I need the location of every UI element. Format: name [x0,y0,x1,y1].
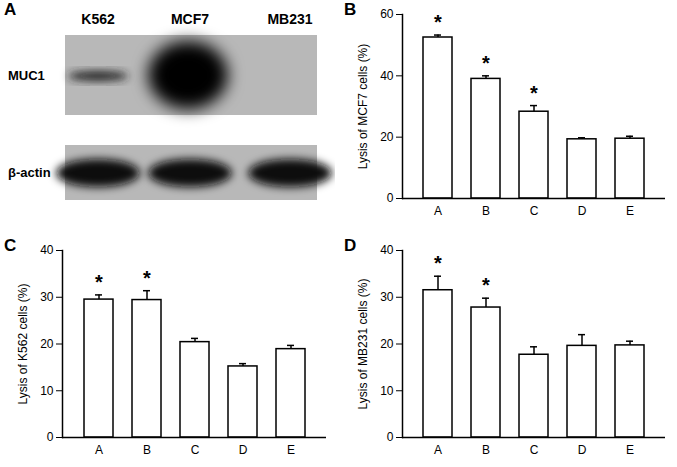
svg-text:*: * [434,252,442,274]
svg-text:β-actin: β-actin [8,165,51,180]
svg-text:*: * [482,52,490,74]
svg-text:Lysis of K562 cells (%): Lysis of K562 cells (%) [16,284,30,405]
svg-text:B: B [143,443,151,457]
svg-text:0: 0 [47,430,54,444]
svg-text:20: 20 [380,130,394,144]
svg-text:30: 30 [40,290,54,304]
html-text:D: D [344,236,357,255]
svg-text:20: 20 [40,337,54,351]
svg-text:Lysis of MCF7 cells (%): Lysis of MCF7 cells (%) [356,44,370,170]
svg-text:*: * [530,82,538,104]
svg-text:0: 0 [387,191,394,205]
svg-text:K562: K562 [81,11,115,27]
svg-text:30: 30 [380,290,394,304]
svg-text:40: 40 [40,243,54,257]
svg-text:0: 0 [387,430,394,444]
svg-text:E: E [626,204,634,218]
svg-text:10: 10 [380,384,394,398]
svg-text:Lysis of MB231 cells (%): Lysis of MB231 cells (%) [356,279,370,410]
svg-text:40: 40 [380,69,394,83]
html-text:C: C [4,236,17,255]
svg-text:*: * [143,267,151,289]
svg-text:D: D [239,443,248,457]
svg-text:10: 10 [40,384,54,398]
html-text:B: B [344,0,357,19]
svg-text:B: B [482,204,490,218]
svg-text:C: C [530,204,539,218]
svg-text:60: 60 [380,7,394,21]
svg-text:MUC1: MUC1 [8,68,45,83]
svg-text:A: A [434,204,442,218]
svg-text:*: * [482,274,490,296]
svg-text:20: 20 [380,337,394,351]
svg-text:A: A [95,443,103,457]
svg-text:E: E [626,443,634,457]
svg-text:D: D [578,204,587,218]
svg-text:MB231: MB231 [267,11,312,27]
html-text:A: A [4,0,17,19]
svg-text:C: C [530,443,539,457]
svg-text:E: E [287,443,295,457]
svg-text:C: C [191,443,200,457]
svg-text:40: 40 [380,243,394,257]
svg-text:B: B [482,443,490,457]
svg-text:MCF7: MCF7 [171,11,209,27]
svg-text:A: A [434,443,442,457]
svg-text:*: * [434,11,442,33]
svg-text:*: * [95,271,103,293]
svg-text:D: D [578,443,587,457]
